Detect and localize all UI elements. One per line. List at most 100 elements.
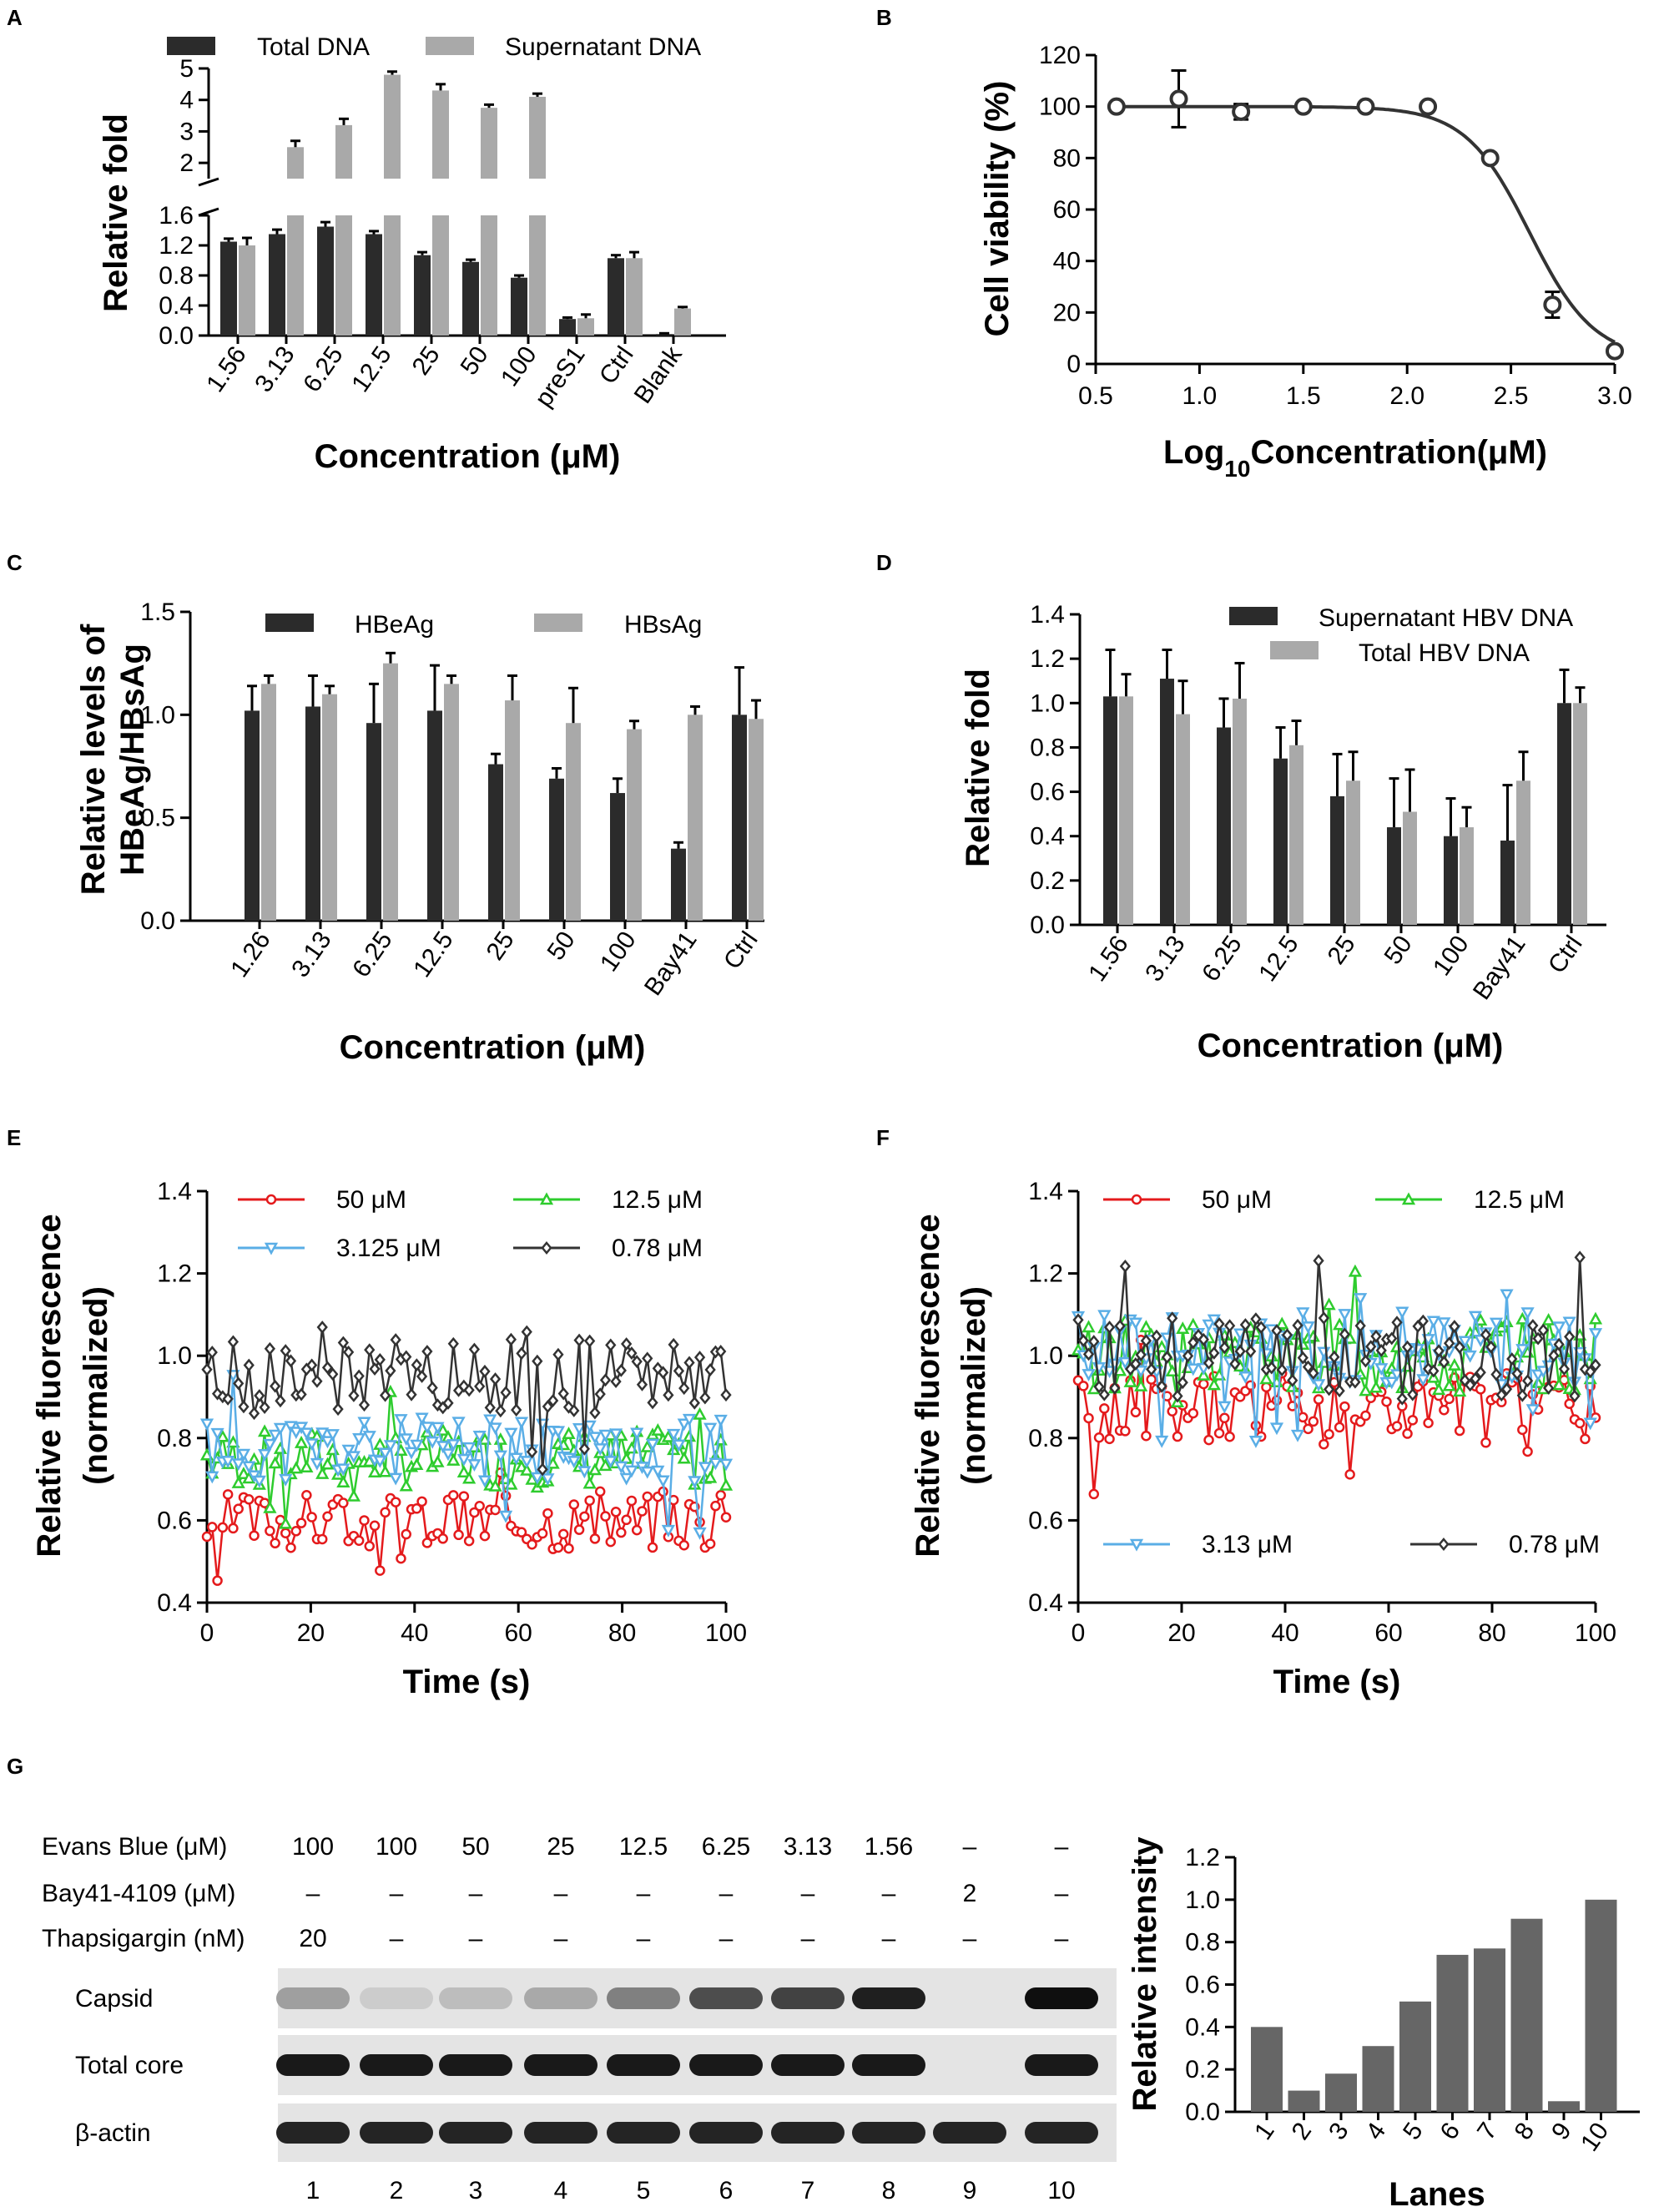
f-series-point xyxy=(1301,1321,1315,1335)
e-series-point xyxy=(410,1457,424,1471)
e-series-point xyxy=(327,1367,339,1381)
f-series-point xyxy=(1303,1423,1314,1435)
f-series-point xyxy=(1292,1318,1303,1332)
g-row-value: – xyxy=(469,1925,483,1952)
e-series-point xyxy=(231,1458,245,1472)
e-x-tick-label: 0 xyxy=(200,1619,214,1647)
e-series-point xyxy=(489,1372,502,1386)
g-blot-band xyxy=(360,2122,433,2144)
e-series-point xyxy=(238,1400,250,1414)
b-data-point xyxy=(1543,295,1562,315)
e-series-point xyxy=(677,1418,691,1432)
e-legend-label: 50 μM xyxy=(336,1186,406,1214)
e-series-point xyxy=(710,1500,721,1512)
a-y-tick-label: 2 xyxy=(179,149,194,177)
g-blot-band xyxy=(607,2054,680,2076)
f-series-point xyxy=(1359,1354,1372,1368)
e-series-point xyxy=(688,1476,702,1489)
g-row-label: Thapsigargin (nM) xyxy=(42,1925,245,1952)
f-series-point xyxy=(1485,1340,1497,1354)
e-series-point xyxy=(275,1394,286,1408)
c-bar-series2 xyxy=(505,700,520,921)
e-series-point xyxy=(280,1344,291,1358)
f-series-point xyxy=(1428,1364,1440,1378)
c-bar-series1 xyxy=(549,778,564,921)
c-bar-series2 xyxy=(261,684,276,921)
g-blot-band xyxy=(524,2054,598,2076)
d-y-axis-title: Relative fold xyxy=(960,669,996,867)
e-series-point xyxy=(661,1429,675,1442)
b-y-axis-title: Cell viability (%) xyxy=(979,81,1016,337)
e-series-point xyxy=(656,1475,670,1488)
e-legend-marker xyxy=(541,1241,552,1255)
g-blot-band xyxy=(276,1987,350,2009)
f-series-point xyxy=(1384,1376,1399,1390)
b-x-tick-label: 0.5 xyxy=(1078,382,1113,410)
e-series-point xyxy=(651,1423,665,1436)
f-legend-marker xyxy=(1401,1192,1416,1205)
f-series-point xyxy=(1146,1374,1157,1385)
f-series-point xyxy=(1334,1384,1345,1398)
panel-label-g: G xyxy=(7,1754,23,1779)
g-lane-number: 2 xyxy=(390,2177,404,2204)
e-series-point xyxy=(336,1463,350,1477)
g-blot-band xyxy=(439,2122,512,2144)
d-y-tick-label: 0.6 xyxy=(1030,779,1065,806)
f-series-point xyxy=(1407,1387,1419,1401)
g-row-value: – xyxy=(719,1880,734,1907)
f-y-tick-label: 1.4 xyxy=(1028,1178,1063,1205)
e-series-point xyxy=(248,1406,260,1421)
e-series-point xyxy=(594,1486,606,1497)
f-series-point xyxy=(1339,1401,1350,1412)
f-series-point xyxy=(1454,1425,1465,1437)
e-series-point xyxy=(289,1461,303,1474)
d-legend-supernatant: Supernatant HBV DNA xyxy=(1319,604,1573,632)
g-blot-band xyxy=(1025,2054,1098,2076)
f-series-point xyxy=(1120,1426,1131,1437)
e-series-point xyxy=(416,1370,428,1383)
e-series-point xyxy=(258,1449,272,1462)
e-series-point xyxy=(599,1373,612,1387)
f-series-point xyxy=(1407,1415,1419,1426)
panel-g-chart: 0.00.20.40.60.81.01.21 2 3 4 5 6 7 8 910Relative… xyxy=(1127,1836,1640,2212)
e-series-point xyxy=(259,1401,270,1415)
f-series-point xyxy=(1218,1401,1232,1414)
e-series-point xyxy=(663,1388,674,1402)
f-series-point xyxy=(1569,1389,1581,1403)
e-series-point xyxy=(474,1379,486,1393)
e-series-point xyxy=(567,1456,581,1469)
f-series-point xyxy=(1360,1410,1371,1422)
e-series-point xyxy=(447,1336,459,1351)
f-series-line xyxy=(1077,1257,1596,1400)
c-legend-hbeag: HBeAg xyxy=(355,611,434,639)
d-x-axis-title: Concentration (μM) xyxy=(1198,1028,1504,1064)
c-legend-swatch-hbeag xyxy=(265,614,314,632)
e-series-point xyxy=(411,1358,422,1372)
f-series-point xyxy=(1562,1316,1576,1330)
e-series-point xyxy=(541,1473,555,1486)
e-series-point xyxy=(207,1522,218,1533)
e-series-point xyxy=(375,1565,386,1576)
f-series-point xyxy=(1275,1316,1289,1330)
e-series-point xyxy=(236,1448,251,1462)
a-legend-swatch-supernatant-dna xyxy=(426,37,474,55)
a-bar-total-dna xyxy=(220,241,237,336)
f-series-point xyxy=(1458,1336,1472,1349)
g-blot-band xyxy=(439,1987,512,2009)
c-y-axis-title-line1: Relative levels of xyxy=(75,624,112,895)
e-x-tick-label: 40 xyxy=(401,1619,428,1647)
f-series-point xyxy=(1517,1424,1528,1436)
a-y-axis-title: Relative fold xyxy=(98,114,134,312)
a-bar-total-dna xyxy=(559,319,576,336)
e-series-point xyxy=(206,1346,218,1360)
e-series-point xyxy=(562,1427,576,1440)
e-y-tick-label: 0.4 xyxy=(157,1589,192,1617)
f-series-point xyxy=(1506,1352,1518,1366)
f-series-point xyxy=(1470,1371,1481,1386)
e-series-point xyxy=(668,1337,679,1351)
e-y-tick-label: 0.6 xyxy=(157,1507,192,1534)
g-row-value: – xyxy=(390,1880,404,1907)
e-series-point xyxy=(462,1442,476,1455)
e-series-point xyxy=(442,1396,454,1410)
g-blot-band xyxy=(360,2054,433,2076)
